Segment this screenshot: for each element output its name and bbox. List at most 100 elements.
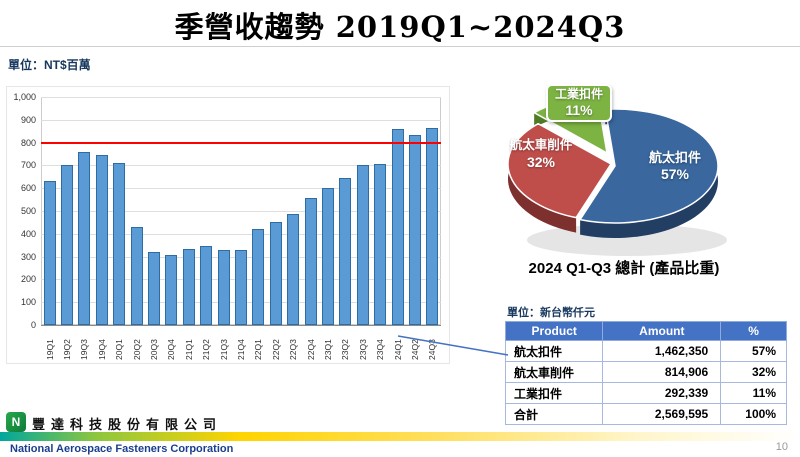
bar-22Q2	[269, 222, 282, 325]
bar-21Q2	[200, 246, 213, 325]
x-axis-label: 20Q1	[114, 339, 125, 360]
bar-20Q2	[130, 226, 143, 325]
y-axis-label: 300	[20, 251, 36, 262]
reference-line-800	[41, 141, 441, 144]
pie-shadow	[527, 224, 727, 256]
table-row: 航太扣件 1,462,350 57%	[504, 340, 787, 362]
x-axis-label: 19Q2	[62, 339, 73, 360]
x-axis-label: 23Q2	[340, 339, 351, 360]
table-cell: 合計	[504, 403, 604, 425]
x-axis-label: 21Q2	[201, 339, 212, 360]
table-cell: 100%	[720, 403, 787, 425]
x-axis-label: 20Q4	[166, 339, 177, 360]
y-axis-label: 500	[20, 206, 36, 216]
product-mix-pie-chart	[507, 95, 727, 256]
bar-19Q3	[78, 151, 91, 325]
page-number: 10	[775, 441, 788, 453]
pie-slice-航太扣件	[579, 108, 719, 224]
bar-20Q3	[148, 252, 161, 325]
table-cell: 814,906	[602, 361, 722, 383]
pie-caption: 2024 Q1-Q3 總計 (產品比重)	[528, 260, 720, 277]
x-axis-label: 22Q3	[288, 339, 299, 360]
x-axis-label: 21Q3	[218, 339, 229, 360]
y-axis-label: 200	[20, 274, 36, 285]
gridline	[41, 188, 441, 190]
bar-chart-unit-label: 單位：NT$百萬	[8, 58, 91, 72]
revenue-breakdown-table: Product Amount% 航太扣件 1,462,350 57% 航太車削件 814,9…	[504, 321, 787, 425]
pie-slice-side	[507, 123, 577, 233]
pie-label-aerospace-fasteners: 航太扣件 57%	[625, 150, 725, 184]
bar-23Q1	[321, 188, 334, 325]
x-axis-label: 21Q4	[236, 339, 246, 360]
callout-line	[397, 335, 509, 356]
y-axis-label: 100	[20, 297, 36, 308]
x-axis-line	[41, 325, 441, 326]
pie-slice-pct-text: 11%	[565, 101, 593, 118]
bar-21Q4	[235, 249, 247, 325]
callout-line-segment	[397, 335, 509, 356]
x-axis-label: 22Q4	[305, 339, 316, 360]
quarterly-revenue-bar-chart: 0 100 200 300 400 500 600 700 800 900 1,000 19Q1 19Q…	[6, 86, 450, 364]
bar-19Q4	[95, 155, 108, 325]
table-header-1: Amount	[602, 321, 722, 341]
table-header-2: %	[720, 321, 787, 341]
bar-22Q4	[304, 198, 317, 325]
pie-slice-航太車削件	[507, 122, 612, 219]
pie-slice-side	[580, 109, 718, 238]
table-cell: 1,462,350	[602, 340, 722, 362]
pie-slice-pct-text: 32%	[526, 153, 556, 170]
bar-22Q3	[287, 214, 300, 325]
company-name-english: National Aerospace Fasteners Corporation	[10, 443, 234, 455]
table-cell: 工業扣件	[504, 382, 604, 404]
pie-slice-label-text: 航太車削件	[509, 138, 573, 152]
x-axis-label: 19Q1	[44, 339, 55, 360]
y-axis-label: 700	[20, 160, 36, 171]
x-axis-label: 23Q1	[322, 339, 333, 360]
bar-20Q4	[165, 255, 178, 325]
y-axis-label: 600	[20, 183, 36, 194]
gridline	[41, 211, 441, 212]
y-axis-label: 400	[20, 228, 36, 239]
x-axis-label: 23Q4	[375, 339, 386, 360]
gridline	[41, 233, 441, 235]
bar-20Q1	[113, 163, 126, 325]
table-cell: 32%	[720, 361, 787, 383]
table-row: 航太車削件 814,906 32%	[504, 361, 787, 383]
bar-23Q2	[339, 177, 352, 325]
x-axis-label: 23Q3	[357, 339, 368, 360]
table-cell: 2,569,595	[602, 403, 722, 425]
table-cell: 11%	[720, 382, 787, 404]
x-axis-label: 20Q3	[149, 339, 160, 360]
title-divider	[0, 46, 800, 47]
table-header-0: Product	[504, 321, 604, 341]
bar-22Q1	[252, 229, 265, 325]
x-axis-label: 22Q1	[253, 339, 264, 360]
y-axis-label: 800	[20, 137, 36, 148]
gridline	[41, 165, 441, 167]
table-row: 合計 2,569,595 100%	[504, 403, 787, 425]
pie-slice-label-text: 工業扣件	[554, 86, 603, 101]
bar-19Q1	[43, 181, 56, 325]
bar-19Q2	[61, 165, 74, 325]
table-row: 工業扣件 292,339 11%	[504, 382, 787, 404]
company-logo: N	[6, 412, 26, 432]
x-axis-label: 20Q2	[131, 339, 142, 360]
table-cell: 57%	[720, 340, 787, 362]
bar-21Q3	[217, 249, 230, 325]
bar-21Q1	[182, 248, 195, 325]
table-header-row: Product Amount%	[504, 321, 787, 341]
bar-23Q3	[356, 165, 369, 325]
table-cell: 航太扣件	[504, 340, 604, 362]
table-unit-label: 單位：新台幣仟元	[507, 307, 595, 319]
pie-label-aerospace-turned-parts: 航太車削件 32%	[496, 138, 586, 171]
x-axis-label: 19Q4	[96, 339, 107, 360]
bar-24Q2	[408, 134, 421, 325]
x-axis-label: 19Q3	[79, 339, 90, 360]
y-axis-label: 0	[30, 320, 36, 330]
table-cell: 292,339	[602, 382, 722, 404]
pie-slice-pct-text: 57%	[660, 166, 690, 183]
company-name-chinese: 豐達科技股份有限公司	[32, 417, 223, 432]
y-axis-label: 900	[20, 114, 36, 125]
y-axis-label: 1,000	[13, 92, 36, 102]
